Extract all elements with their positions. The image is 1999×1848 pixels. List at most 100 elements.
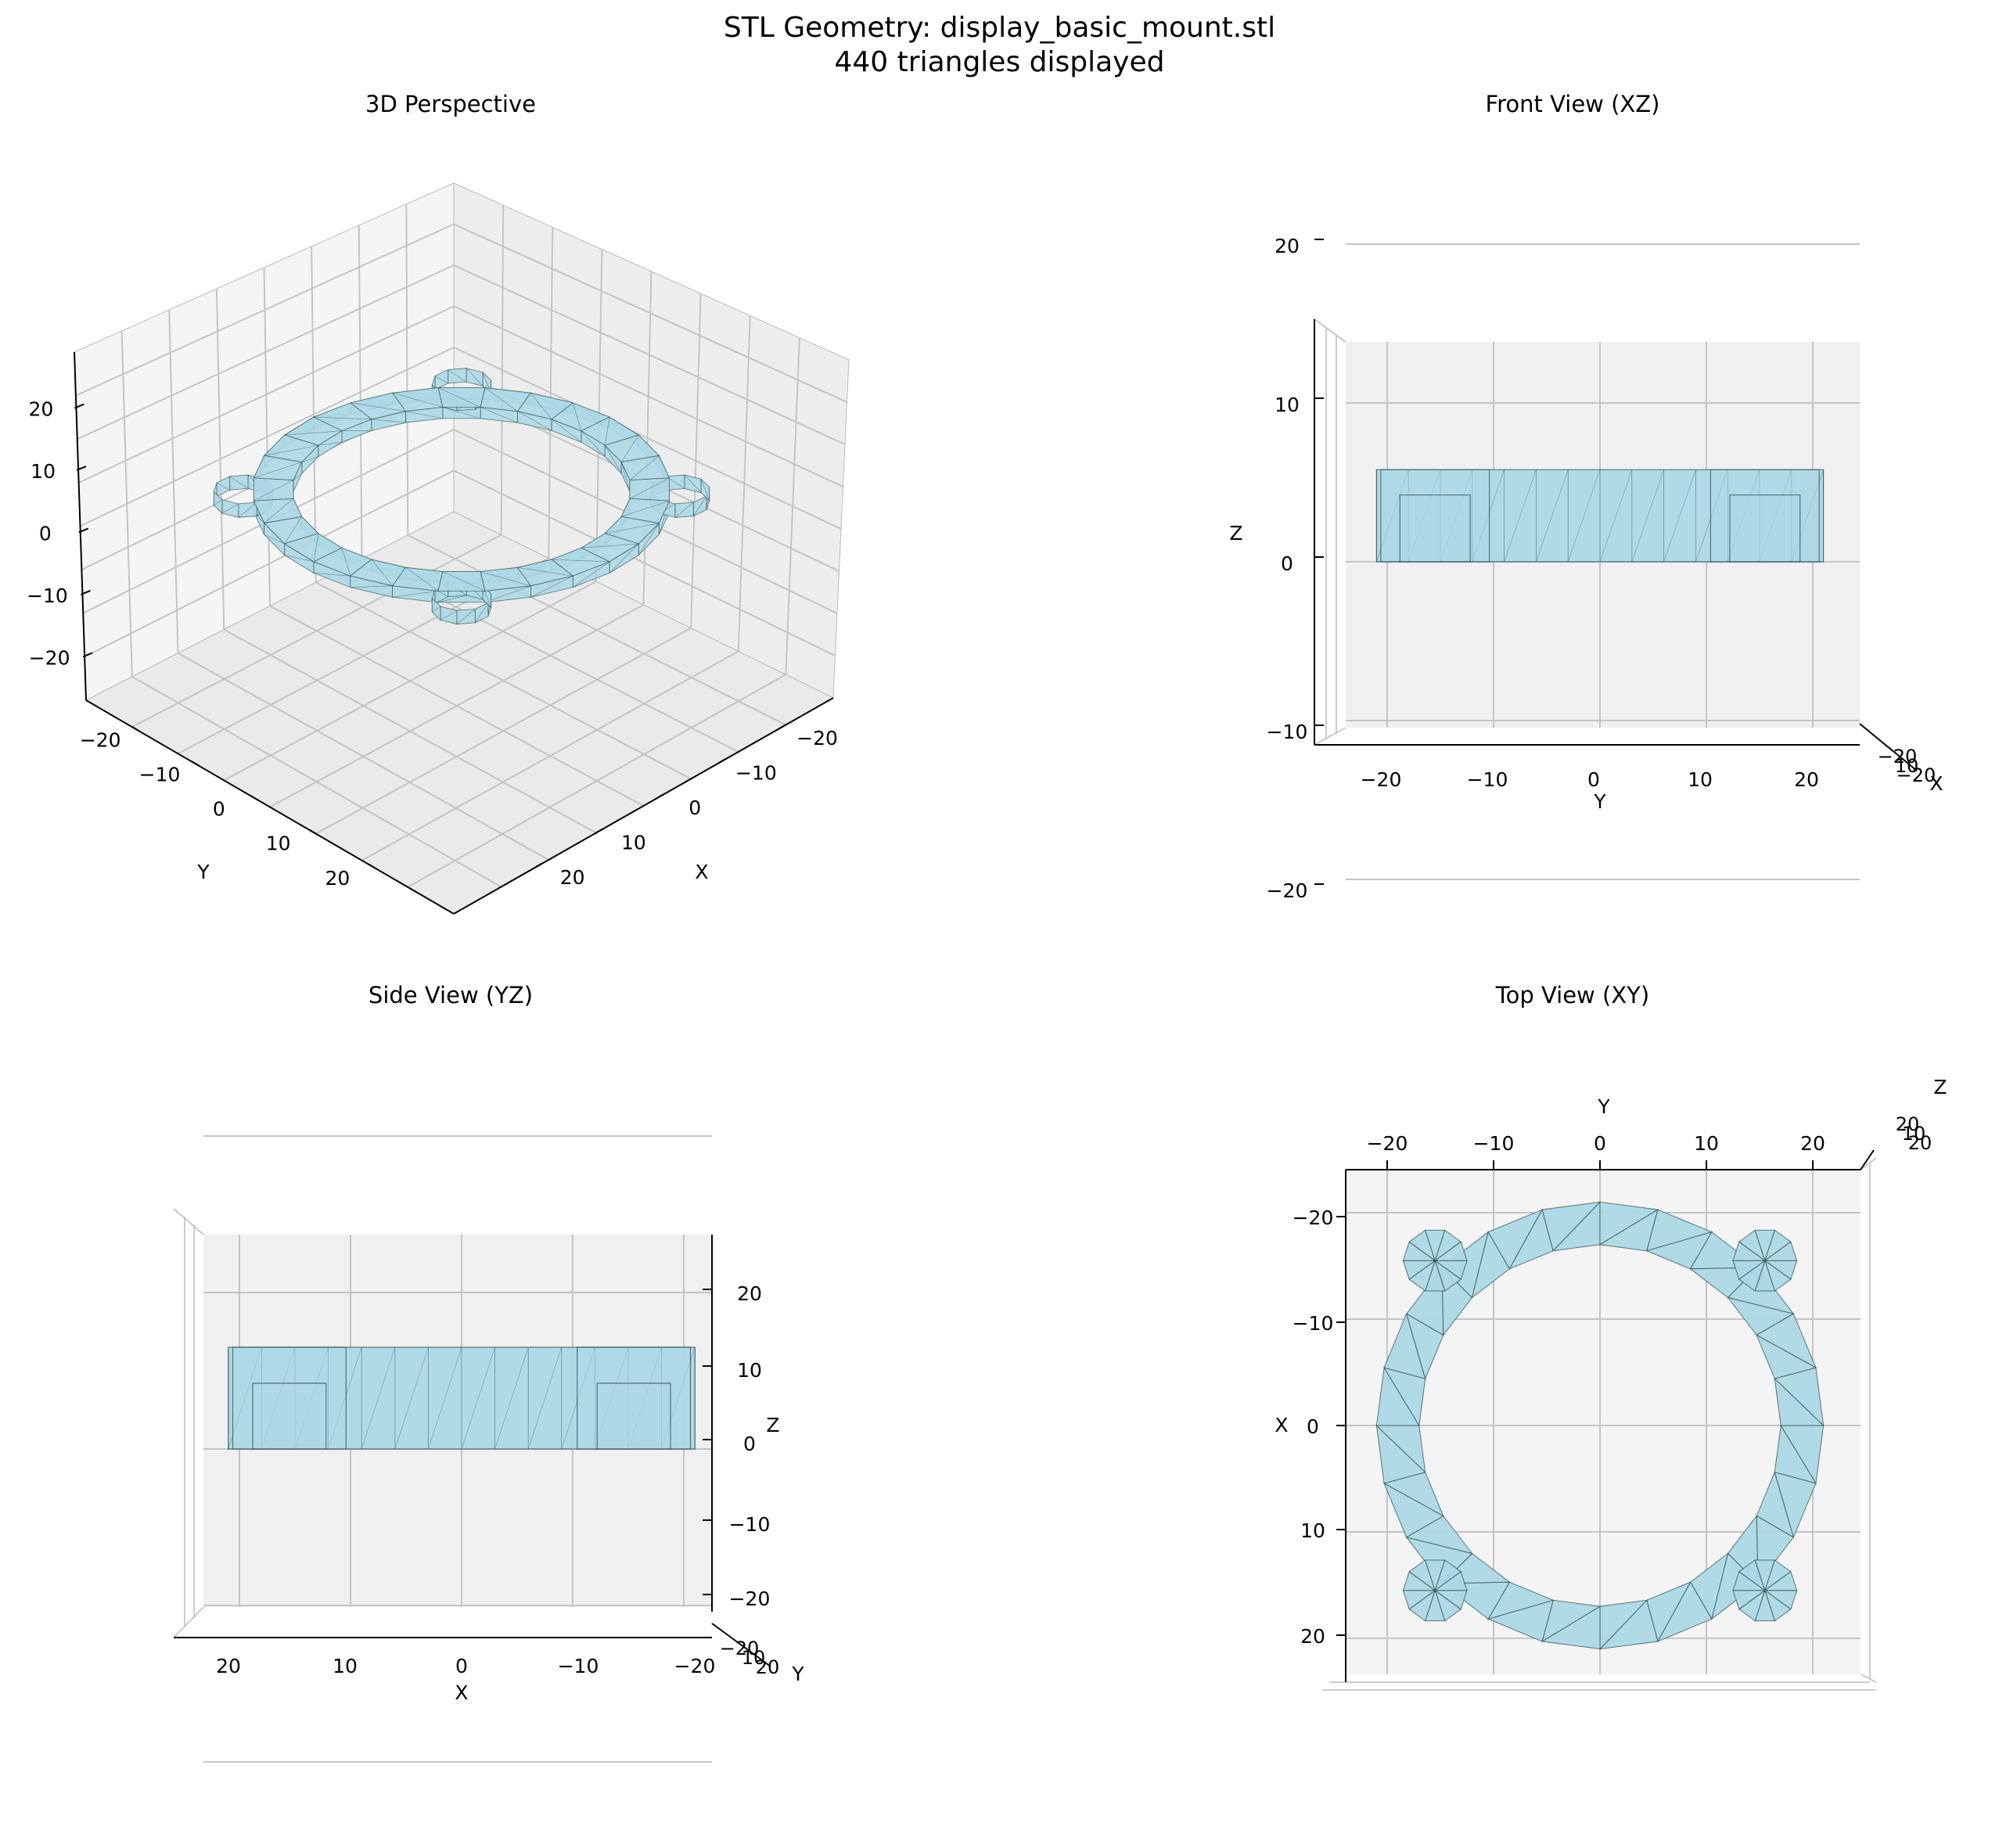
mesh-edge (621, 500, 670, 517)
gridline (407, 534, 786, 726)
mesh-edge (605, 523, 660, 534)
mesh-edge (216, 482, 230, 491)
front-boss-inner (1729, 494, 1801, 563)
top-v-tick-label: 10 (1300, 1519, 1325, 1542)
y-tick-label: −10 (139, 764, 181, 786)
front-v-tick-label: 10 (1275, 394, 1300, 416)
mesh-edge (442, 571, 486, 591)
mesh-edge (551, 419, 582, 443)
top-depth-tick-label: 20 (1896, 1113, 1920, 1135)
mesh-edge (437, 387, 481, 408)
perspective-y-axis-label: Y (196, 861, 210, 883)
gridline (785, 337, 800, 675)
mesh-edge (629, 477, 670, 499)
panel-title-side: Side View (YZ) (368, 982, 534, 1008)
top-depth-pane-lines (1322, 1157, 1877, 1691)
x-tick (533, 863, 542, 869)
top-boss-facet (1433, 1570, 1468, 1591)
front-facet-diag (1536, 469, 1569, 563)
mesh-edge (480, 571, 531, 587)
front-boss (1710, 469, 1820, 563)
top-h-tick-label: 20 (1800, 1132, 1825, 1155)
x-tick (594, 828, 603, 835)
mesh-edge (638, 523, 660, 555)
gridline (80, 347, 455, 527)
y-tick-label: 10 (266, 832, 291, 855)
x-tick-label: 0 (689, 796, 701, 819)
mesh-edge (253, 480, 294, 502)
side-boss (232, 1346, 347, 1450)
front-facet-diag (1599, 469, 1633, 563)
z-tick-label: 10 (31, 460, 56, 483)
gridline (453, 469, 836, 656)
side-h-tick-label: 0 (455, 1655, 468, 1677)
side-facet-diag (428, 1346, 462, 1450)
side-depth-tick-label: 10 (742, 1647, 766, 1669)
mesh-edge (434, 376, 448, 384)
front-v-tick-label: −20 (1267, 879, 1308, 902)
mesh-edge (484, 387, 518, 412)
gridline (315, 581, 692, 780)
mesh-edge (284, 555, 315, 563)
side-h-tick-label: 20 (216, 1655, 241, 1677)
top-v-tick-label: −10 (1293, 1312, 1334, 1335)
mesh-edge (629, 455, 660, 480)
depth-line (1860, 1157, 1877, 1170)
perspective-axis-lines (74, 351, 834, 915)
top-v-tick-label: 20 (1300, 1625, 1325, 1648)
mesh-edge (371, 419, 406, 423)
mesh-edge (405, 567, 439, 591)
gridline (737, 315, 751, 652)
mesh-edge (572, 402, 582, 431)
front-facet-diag (1504, 469, 1537, 563)
top-depth-tick-label: 20 (1908, 1132, 1932, 1154)
front-v-tick-label: 20 (1275, 235, 1300, 257)
mesh-edge (264, 444, 318, 456)
mesh-edge (392, 392, 443, 408)
mesh-edge (318, 441, 343, 446)
z-tick (78, 527, 89, 534)
top-v-tick-label: −20 (1293, 1206, 1334, 1229)
front-h-tick-label: −20 (1361, 768, 1402, 791)
y-tick (250, 794, 259, 801)
side-h-tick-label: −10 (558, 1655, 599, 1677)
depth-line (173, 1208, 204, 1235)
mesh-edge (284, 430, 343, 436)
x-tick-label: −20 (796, 727, 838, 750)
mesh-edge (214, 499, 223, 506)
depth-line (1860, 1674, 1877, 1683)
y-tick-label: 20 (325, 867, 351, 890)
front-depth-tick-label: −20 (1878, 746, 1918, 768)
front-h-tick-label: −10 (1467, 768, 1508, 791)
top-h-tick-label: 10 (1694, 1132, 1719, 1155)
y-tick (190, 760, 200, 767)
depth-line (1314, 318, 1346, 343)
x-tick (655, 793, 664, 800)
side-depth-axis-label: Y (791, 1663, 804, 1685)
front-h-tick-label: 20 (1794, 768, 1819, 791)
z-tick-label: 0 (39, 522, 52, 545)
side-v-tick-label: −10 (729, 1513, 771, 1536)
side-h-tick-label: 10 (333, 1655, 358, 1677)
mesh-edge (475, 602, 489, 624)
mesh-edge (229, 476, 249, 489)
side-boss-inner (596, 1382, 671, 1450)
mesh-edge (581, 543, 639, 548)
panel-title-front: Front View (XZ) (1485, 91, 1660, 117)
depth-line (1314, 727, 1346, 746)
z-tick (74, 403, 84, 409)
mesh-edge (448, 369, 467, 383)
top-h-tick-label: 0 (1594, 1132, 1606, 1155)
mesh-edge (350, 402, 406, 412)
mesh-edge (264, 498, 294, 523)
side-boss (577, 1346, 692, 1450)
mesh-edge (466, 368, 484, 386)
side-v-tick-label: 0 (743, 1433, 756, 1455)
gridline (311, 246, 317, 583)
mesh-edge (604, 445, 622, 474)
top-mesh (1375, 1201, 1825, 1650)
